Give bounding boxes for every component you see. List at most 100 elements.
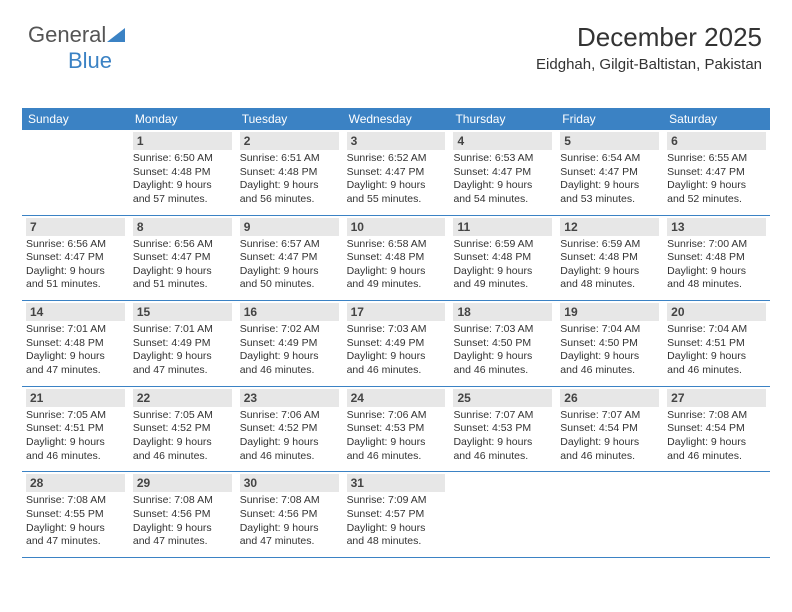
weekday-header: Friday — [556, 108, 663, 130]
week-row: 1 Sunrise: 6:50 AMSunset: 4:48 PMDaylight… — [22, 130, 770, 216]
day-details: Sunrise: 7:03 AMSunset: 4:49 PMDaylight:… — [347, 323, 446, 378]
day-number: 6 — [667, 132, 766, 150]
day-number: 24 — [347, 389, 446, 407]
day-cell: 24 Sunrise: 7:06 AMSunset: 4:53 PMDayligh… — [343, 387, 450, 472]
week-row: 7Sunrise: 6:56 AMSunset: 4:47 PMDaylight… — [22, 216, 770, 302]
day-number: 30 — [240, 474, 339, 492]
day-cell: 20Sunrise: 7:04 AMSunset: 4:51 PMDayligh… — [663, 301, 770, 386]
day-cell: 6Sunrise: 6:55 AMSunset: 4:47 PMDaylight… — [663, 130, 770, 215]
day-details: Sunrise: 7:03 AMSunset: 4:50 PMDaylight:… — [453, 323, 552, 378]
day-details: Sunrise: 7:08 AMSunset: 4:55 PMDaylight:… — [26, 494, 125, 549]
day-cell: 26 Sunrise: 7:07 AMSunset: 4:54 PMDayligh… — [556, 387, 663, 472]
day-number: 23 — [240, 389, 339, 407]
day-cell: 2 Sunrise: 6:51 AMSunset: 4:48 PMDaylight… — [236, 130, 343, 215]
day-number: 1 — [133, 132, 232, 150]
day-details: Sunrise: 6:59 AMSunset: 4:48 PMDaylight:… — [453, 238, 552, 293]
day-details: Sunrise: 6:52 AMSunset: 4:47 PMDaylight:… — [347, 152, 446, 207]
day-details: Sunrise: 6:53 AMSunset: 4:47 PMDaylight:… — [453, 152, 552, 207]
brand-logo: General Blue — [28, 22, 125, 74]
day-details: Sunrise: 6:58 AMSunset: 4:48 PMDaylight:… — [347, 238, 446, 293]
month-title: December 2025 — [536, 22, 762, 53]
logo-triangle-icon — [107, 28, 125, 42]
day-number: 27 — [667, 389, 766, 407]
day-details: Sunrise: 7:07 AMSunset: 4:53 PMDaylight:… — [453, 409, 552, 464]
day-details: Sunrise: 7:01 AMSunset: 4:48 PMDaylight:… — [26, 323, 125, 378]
day-cell: 3 Sunrise: 6:52 AMSunset: 4:47 PMDaylight… — [343, 130, 450, 215]
day-number: 8 — [133, 218, 232, 236]
calendar-grid: SundayMondayTuesdayWednesdayThursdayFrid… — [22, 108, 770, 558]
day-cell: 16Sunrise: 7:02 AMSunset: 4:49 PMDayligh… — [236, 301, 343, 386]
day-cell: 12 Sunrise: 6:59 AMSunset: 4:48 PMDayligh… — [556, 216, 663, 301]
day-details: Sunrise: 6:50 AMSunset: 4:48 PMDaylight:… — [133, 152, 232, 207]
day-number: 20 — [667, 303, 766, 321]
day-cell: 30 Sunrise: 7:08 AMSunset: 4:56 PMDayligh… — [236, 472, 343, 557]
day-number: 5 — [560, 132, 659, 150]
day-details: Sunrise: 6:51 AMSunset: 4:48 PMDaylight:… — [240, 152, 339, 207]
day-details: Sunrise: 7:07 AMSunset: 4:54 PMDaylight:… — [560, 409, 659, 464]
day-cell: 7Sunrise: 6:56 AMSunset: 4:47 PMDaylight… — [22, 216, 129, 301]
day-cell: 1 Sunrise: 6:50 AMSunset: 4:48 PMDaylight… — [129, 130, 236, 215]
day-details: Sunrise: 7:02 AMSunset: 4:49 PMDaylight:… — [240, 323, 339, 378]
day-cell: 17 Sunrise: 7:03 AMSunset: 4:49 PMDayligh… — [343, 301, 450, 386]
day-number: 31 — [347, 474, 446, 492]
day-cell — [556, 472, 663, 557]
day-details: Sunrise: 7:06 AMSunset: 4:53 PMDaylight:… — [347, 409, 446, 464]
day-number: 2 — [240, 132, 339, 150]
day-number: 10 — [347, 218, 446, 236]
day-details: Sunrise: 7:08 AMSunset: 4:56 PMDaylight:… — [133, 494, 232, 549]
weekday-header: Sunday — [22, 108, 129, 130]
day-cell — [22, 130, 129, 215]
day-number: 28 — [26, 474, 125, 492]
day-details: Sunrise: 7:04 AMSunset: 4:50 PMDaylight:… — [560, 323, 659, 378]
day-number: 17 — [347, 303, 446, 321]
day-number: 26 — [560, 389, 659, 407]
day-cell — [663, 472, 770, 557]
day-details: Sunrise: 7:05 AMSunset: 4:52 PMDaylight:… — [133, 409, 232, 464]
day-details: Sunrise: 6:59 AMSunset: 4:48 PMDaylight:… — [560, 238, 659, 293]
day-details: Sunrise: 7:08 AMSunset: 4:56 PMDaylight:… — [240, 494, 339, 549]
weekday-header: Wednesday — [343, 108, 450, 130]
day-details: Sunrise: 7:09 AMSunset: 4:57 PMDaylight:… — [347, 494, 446, 549]
title-block: December 2025 Eidghah, Gilgit-Baltistan,… — [536, 22, 762, 73]
week-row: 28 Sunrise: 7:08 AMSunset: 4:55 PMDayligh… — [22, 472, 770, 558]
weekday-header-row: SundayMondayTuesdayWednesdayThursdayFrid… — [22, 108, 770, 130]
day-cell: 29 Sunrise: 7:08 AMSunset: 4:56 PMDayligh… — [129, 472, 236, 557]
logo-text-blue: Blue — [68, 48, 112, 73]
week-row: 14 Sunrise: 7:01 AMSunset: 4:48 PMDayligh… — [22, 301, 770, 387]
day-cell: 31 Sunrise: 7:09 AMSunset: 4:57 PMDayligh… — [343, 472, 450, 557]
weekday-header: Saturday — [663, 108, 770, 130]
day-cell: 11 Sunrise: 6:59 AMSunset: 4:48 PMDayligh… — [449, 216, 556, 301]
day-details: Sunrise: 7:08 AMSunset: 4:54 PMDaylight:… — [667, 409, 766, 464]
weekday-header: Monday — [129, 108, 236, 130]
day-details: Sunrise: 7:01 AMSunset: 4:49 PMDaylight:… — [133, 323, 232, 378]
day-cell: 13Sunrise: 7:00 AMSunset: 4:48 PMDayligh… — [663, 216, 770, 301]
weekday-header: Tuesday — [236, 108, 343, 130]
day-cell: 19 Sunrise: 7:04 AMSunset: 4:50 PMDayligh… — [556, 301, 663, 386]
day-number: 13 — [667, 218, 766, 236]
day-cell: 8 Sunrise: 6:56 AMSunset: 4:47 PMDaylight… — [129, 216, 236, 301]
day-number: 29 — [133, 474, 232, 492]
day-number: 14 — [26, 303, 125, 321]
day-details: Sunrise: 6:56 AMSunset: 4:47 PMDaylight:… — [133, 238, 232, 293]
day-cell: 21Sunrise: 7:05 AMSunset: 4:51 PMDayligh… — [22, 387, 129, 472]
day-details: Sunrise: 6:57 AMSunset: 4:47 PMDaylight:… — [240, 238, 339, 293]
day-number: 3 — [347, 132, 446, 150]
day-number: 9 — [240, 218, 339, 236]
day-details: Sunrise: 7:05 AMSunset: 4:51 PMDaylight:… — [26, 409, 125, 464]
day-number: 12 — [560, 218, 659, 236]
day-number: 11 — [453, 218, 552, 236]
location-text: Eidghah, Gilgit-Baltistan, Pakistan — [536, 56, 762, 73]
day-cell: 9 Sunrise: 6:57 AMSunset: 4:47 PMDaylight… — [236, 216, 343, 301]
week-row: 21Sunrise: 7:05 AMSunset: 4:51 PMDayligh… — [22, 387, 770, 473]
logo-text-gray: General — [28, 22, 106, 47]
day-details: Sunrise: 6:54 AMSunset: 4:47 PMDaylight:… — [560, 152, 659, 207]
day-cell: 14 Sunrise: 7:01 AMSunset: 4:48 PMDayligh… — [22, 301, 129, 386]
weekday-header: Thursday — [449, 108, 556, 130]
day-cell: 18 Sunrise: 7:03 AMSunset: 4:50 PMDayligh… — [449, 301, 556, 386]
day-number: 19 — [560, 303, 659, 321]
day-cell: 22Sunrise: 7:05 AMSunset: 4:52 PMDayligh… — [129, 387, 236, 472]
day-number: 25 — [453, 389, 552, 407]
day-cell: 10 Sunrise: 6:58 AMSunset: 4:48 PMDayligh… — [343, 216, 450, 301]
day-cell — [449, 472, 556, 557]
day-number: 18 — [453, 303, 552, 321]
